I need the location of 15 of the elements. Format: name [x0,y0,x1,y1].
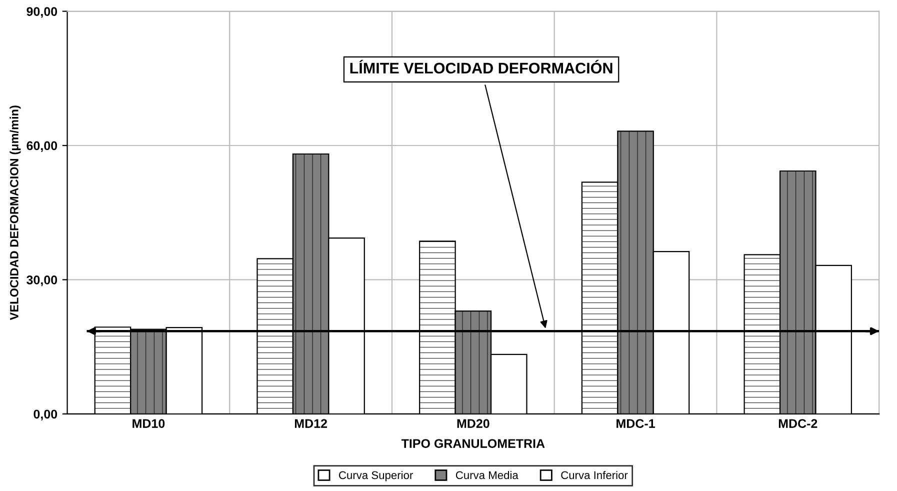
y-tick-label: 30,00 [26,276,58,286]
y-tick-label: 0,00 [34,410,58,420]
y-tick-label: 90,00 [26,7,58,18]
x-tick-label: MD20 [457,419,490,428]
x-tick-label: MD10 [132,419,165,428]
y-tick-label: 60,00 [26,141,58,152]
legend-label: Curva Superior [339,470,413,482]
x-axis-title: TIPO GRANULOMETRIA [401,439,545,448]
legend-label: Curva Media [456,470,518,480]
y-axis-title: VELOCIDAD DEFORMACION (μm/min) [10,106,21,320]
ref-line-label: LÍMITE VELOCIDAD DEFORMACIÓN [350,60,612,74]
x-tick-label: MDC-1 [616,419,655,428]
x-tick-label: MD12 [294,419,327,428]
x-tick-label: MDC-2 [778,419,818,428]
legend-label: Curva Inferior [561,470,628,480]
